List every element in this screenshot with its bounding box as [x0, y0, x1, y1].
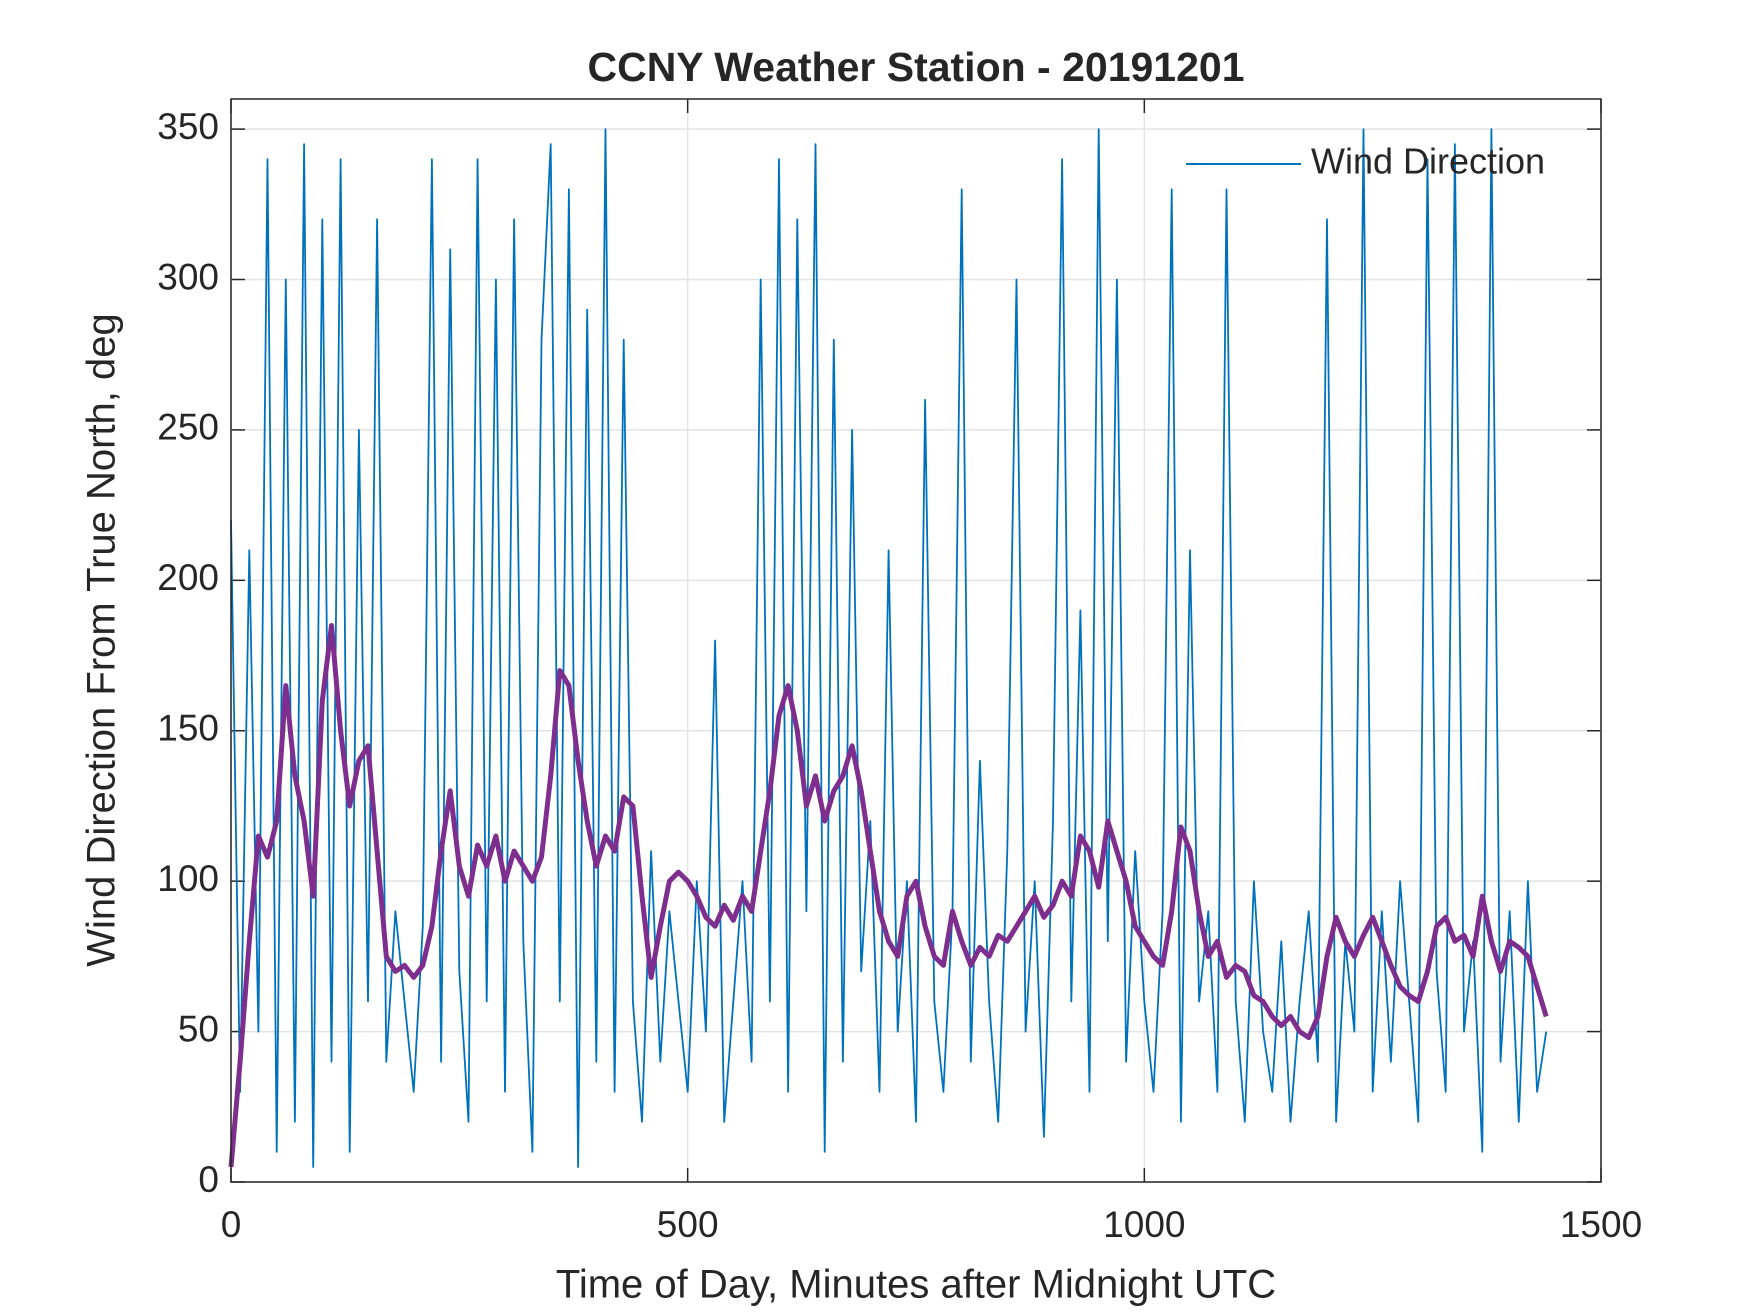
y-tick-label: 100 [157, 858, 219, 899]
y-tick-label: 200 [157, 557, 219, 598]
x-tick-label: 1500 [1560, 1204, 1642, 1245]
y-tick-label: 0 [198, 1159, 219, 1200]
y-tick-label: 350 [157, 106, 219, 147]
axes-box [230, 98, 1602, 1183]
y-tick-label: 250 [157, 407, 219, 448]
y-tick-label: 300 [157, 256, 219, 297]
data-line [230, 128, 1548, 1168]
data-line [228, 623, 1549, 1168]
y-axis-label: Wind Direction From True North, deg [80, 313, 124, 967]
x-axis-label: Time of Day, Minutes after Midnight UTC [556, 1263, 1276, 1307]
y-tick-label: 50 [178, 1008, 219, 1049]
x-tick-label: 1000 [1103, 1204, 1185, 1245]
chart-title: CCNY Weather Station - 20191201 [587, 44, 1244, 90]
x-tick-label: 0 [221, 1204, 242, 1245]
x-tick-label: 500 [657, 1204, 719, 1245]
y-tick-label: 150 [157, 708, 219, 749]
legend-label: Wind Direction [1311, 141, 1545, 182]
